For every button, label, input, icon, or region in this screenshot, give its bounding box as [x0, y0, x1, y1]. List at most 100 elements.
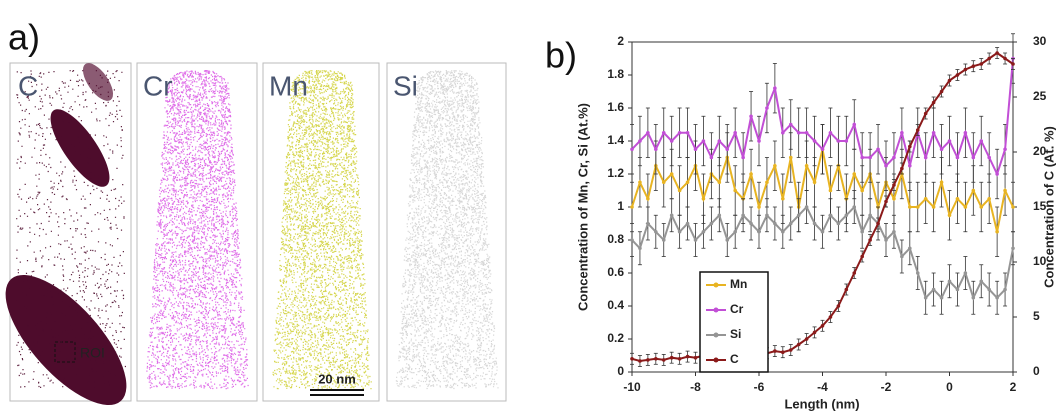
marker — [868, 155, 872, 160]
marker — [852, 271, 857, 275]
marker — [781, 229, 785, 234]
y-tick-label: 0 — [617, 364, 624, 378]
map-label: C — [18, 70, 38, 101]
marker — [685, 180, 690, 185]
marker — [646, 130, 650, 135]
y2-tick-label: 20 — [1033, 144, 1047, 158]
marker — [654, 357, 658, 361]
carbon-cluster — [82, 63, 114, 101]
legend-label: C — [730, 352, 739, 366]
marker — [773, 349, 777, 353]
marker — [860, 254, 864, 259]
map-label: Mn — [269, 70, 308, 101]
marker — [979, 139, 984, 143]
legend-label: Mn — [730, 277, 747, 291]
marker — [820, 324, 825, 328]
marker — [931, 287, 936, 292]
marker — [892, 229, 896, 234]
marker — [749, 221, 753, 226]
x-tick-label: -10 — [623, 380, 641, 394]
marker — [717, 139, 722, 143]
marker — [788, 122, 793, 127]
y-tick-label: 1.4 — [607, 133, 624, 147]
marker — [963, 130, 968, 135]
marker — [677, 229, 682, 234]
marker — [638, 359, 642, 363]
marker — [661, 180, 666, 185]
marker — [749, 114, 753, 119]
marker — [812, 180, 817, 185]
marker — [630, 147, 634, 152]
scale-bar-label: 20 nm — [318, 371, 356, 386]
y2-tick-label: 30 — [1033, 34, 1047, 48]
marker — [812, 139, 817, 143]
carbon-cluster — [50, 109, 110, 187]
marker — [844, 139, 849, 143]
marker — [685, 130, 690, 135]
marker — [971, 295, 976, 300]
legend-label: Cr — [730, 302, 744, 316]
marker — [947, 139, 952, 143]
marker — [852, 172, 857, 176]
marker — [844, 213, 849, 218]
y-tick-label: 1 — [617, 199, 624, 213]
marker — [693, 147, 698, 152]
marker — [908, 144, 912, 149]
marker — [931, 130, 936, 135]
y-tick-label: 1.6 — [607, 100, 624, 114]
marker — [749, 172, 753, 176]
marker — [638, 180, 642, 185]
marker — [860, 188, 864, 193]
marker — [836, 221, 841, 226]
y2-tick-label: 25 — [1033, 89, 1047, 103]
marker — [995, 229, 999, 234]
marker — [963, 205, 968, 209]
marker — [900, 254, 904, 259]
marker — [701, 196, 706, 201]
marker — [931, 100, 936, 105]
marker — [630, 238, 634, 242]
marker — [646, 221, 650, 226]
marker — [733, 130, 737, 135]
marker — [669, 355, 674, 360]
map-frame — [136, 62, 258, 402]
map-label: Cr — [143, 70, 173, 101]
marker — [995, 172, 999, 176]
marker — [677, 188, 682, 193]
marker — [900, 130, 904, 135]
marker — [915, 205, 920, 209]
marker — [773, 221, 777, 226]
x-tick-label: -2 — [881, 380, 892, 394]
legend-label: Si — [730, 327, 741, 341]
marker — [828, 130, 833, 135]
marker — [820, 147, 825, 152]
marker — [1011, 205, 1015, 209]
marker — [725, 238, 730, 242]
marker — [860, 229, 864, 234]
marker — [955, 196, 960, 201]
marker — [812, 330, 817, 335]
marker — [1003, 147, 1007, 152]
marker — [963, 271, 968, 275]
y-tick-label: 0.6 — [607, 265, 624, 279]
marker — [781, 196, 785, 201]
marker — [796, 213, 801, 218]
marker — [741, 213, 745, 218]
marker — [955, 287, 960, 292]
marker — [701, 229, 706, 234]
marker — [987, 56, 991, 61]
marker — [661, 358, 666, 362]
marker — [947, 279, 952, 284]
y2-tick-label: 15 — [1033, 199, 1047, 213]
point-cloud — [16, 70, 127, 390]
x-tick-label: -8 — [690, 380, 701, 394]
y-tick-label: 0.4 — [607, 298, 624, 312]
marker — [860, 155, 864, 160]
series — [630, 190, 1015, 315]
marker — [717, 180, 722, 185]
marker — [646, 196, 650, 201]
marker — [971, 64, 976, 68]
marker — [923, 295, 928, 300]
marker — [844, 287, 849, 292]
marker — [884, 199, 888, 204]
